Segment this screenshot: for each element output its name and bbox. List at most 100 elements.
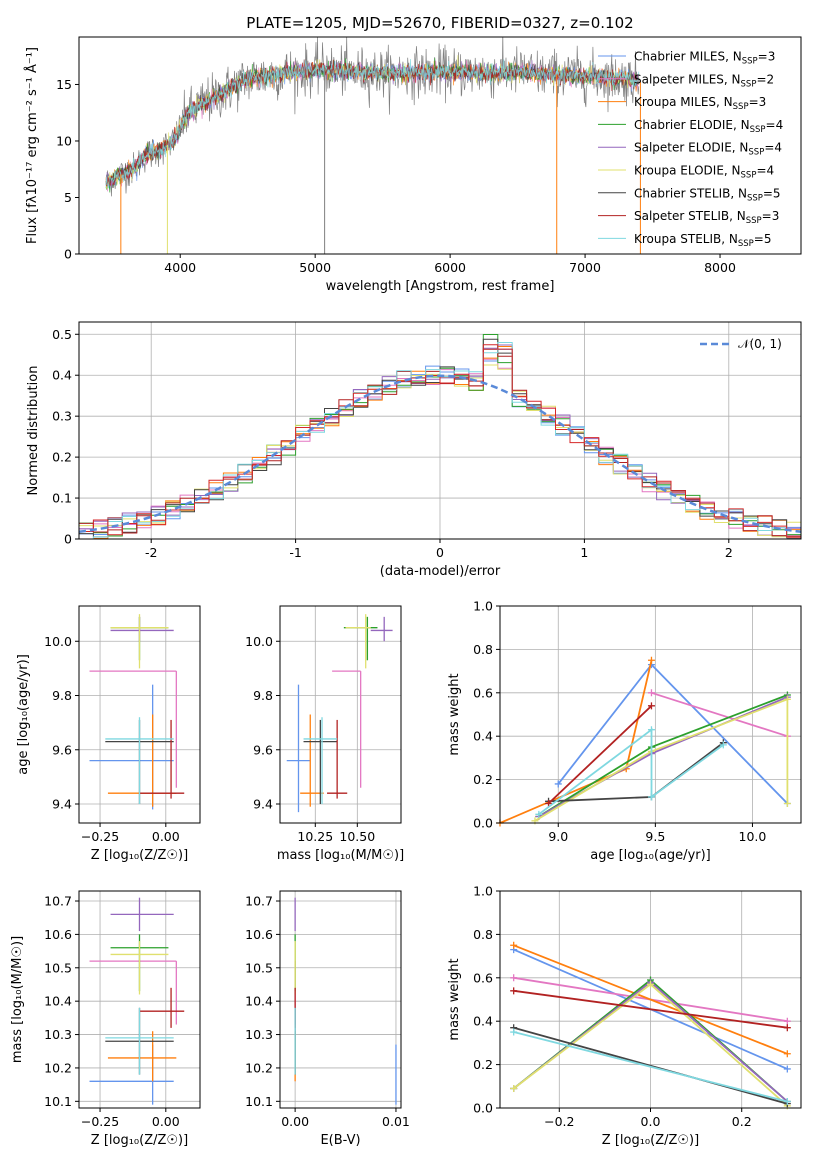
axes-frame (279, 605, 402, 824)
x-tick-label: 10.0 (739, 829, 767, 844)
weight-marker (545, 799, 553, 807)
y-tick-label: 1.0 (473, 884, 493, 899)
x-axis-label: wavelength [Angstrom, rest frame] (326, 279, 555, 294)
x-axis-label: (data-model)/error (380, 564, 501, 579)
weight-marker (554, 780, 562, 788)
x-tick-label: 0.00 (152, 829, 180, 844)
x-tick-label: 5000 (299, 260, 331, 275)
weight-marker (647, 689, 655, 697)
x-tick-label: 0.0 (641, 1114, 661, 1129)
legend-entry: Kroupa STELIB, NSSP=5 (634, 232, 772, 249)
weight-marker (510, 1028, 518, 1036)
weight_vs_Z-series (510, 941, 791, 1110)
weight_vs_Z-frame: −0.2 0.0 0.2 0.0 0.2 0.4 0.6 0.8 1.0 Z [log₁₀(Z/Z… (447, 884, 802, 1148)
weight-marker (510, 941, 518, 949)
weight-marker (510, 987, 518, 995)
legend-entry: Chabrier MILES, NSSP=3 (634, 50, 775, 67)
y-tick-label: 10.0 (44, 634, 72, 649)
y-tick-label: 10.0 (245, 634, 273, 649)
mass-EBV-points (294, 897, 397, 1105)
y-axis-label: age [log₁₀(age/yr)] (16, 654, 31, 775)
x-tick-label: 9.5 (645, 829, 665, 844)
mass_vs_EBV-frame: 0.00 0.01 10.1 10.2 10.3 10.4 10.5 10.6 10.7 E(B-… (245, 890, 410, 1148)
weight_vs_age-series (496, 656, 791, 827)
x-axis-label: Z [log₁₀(Z/Z☉)] (91, 848, 188, 863)
x-tick-label: 6000 (434, 260, 466, 275)
spectrum-frame: 4000 5000 6000 7000 8000 0 5 10 15 wavelength [An… (24, 36, 802, 294)
y-tick-label: 10.1 (44, 1094, 72, 1109)
y-tick-label: 9.6 (253, 742, 273, 757)
x-tick-label: 8000 (704, 260, 736, 275)
y-tick-label: 10.7 (245, 894, 273, 909)
x-tick-label: −0.2 (544, 1114, 574, 1129)
mass_vs_Z-frame: −0.25 0.00 10.1 10.2 10.3 10.4 10.5 10.6 10.7 Z [… (10, 890, 201, 1148)
y-tick-label: 10.2 (245, 1060, 273, 1075)
y-tick-label: 10.4 (44, 994, 72, 1009)
y-tick-label: 0 (64, 532, 72, 547)
y-tick-label: 10.5 (44, 960, 72, 975)
weight-line (513, 1031, 788, 1103)
legend-entry: 𝒩(0, 1) (738, 337, 782, 351)
weight-line (513, 944, 788, 1055)
y-tick-label: 0 (64, 247, 72, 262)
residuals-frame: -2 -1 0 1 2 0 0.1 0.2 0.3 0.4 0.5 (data-model)/erro… (26, 321, 802, 579)
age_vs_mass-axes (280, 606, 401, 823)
weight-line (534, 697, 789, 822)
x-tick-label: 4000 (164, 260, 196, 275)
x-tick-label: 1 (580, 545, 588, 560)
weight-marker (647, 793, 655, 801)
x-axis-label: Z [log₁₀(Z/Z☉)] (91, 1133, 188, 1148)
normal-reference-curve (79, 374, 801, 534)
x-tick-label: −0.25 (81, 1114, 119, 1129)
y-tick-label: 0.2 (52, 450, 72, 465)
y-axis-label: mass [log₁₀(M/M☉)] (10, 936, 25, 1063)
x-tick-label: 9.0 (548, 829, 568, 844)
weight-marker (647, 726, 655, 734)
y-tick-label: 0.3 (52, 409, 72, 424)
weight-line (513, 1026, 788, 1105)
y-tick-label: 10.7 (44, 894, 72, 909)
weight-marker (783, 1024, 791, 1032)
spectrum-lines (105, 37, 641, 254)
x-axis-label: age [log₁₀(age/yr)] (590, 848, 711, 863)
axes-frame (78, 605, 201, 824)
weight-marker (783, 1065, 791, 1073)
legend-entry: Kroupa ELODIE, NSSP=4 (634, 164, 774, 181)
weight-line (547, 705, 653, 805)
y-tick-label: 0.2 (473, 1057, 493, 1072)
y-axis-label: mass weight (447, 958, 462, 1040)
y-tick-label: 0.4 (52, 368, 72, 383)
age-mass-points (286, 614, 393, 813)
x-tick-label: 10.50 (339, 829, 375, 844)
model-spectrum (105, 58, 640, 189)
y-tick-label: 10.3 (44, 1027, 72, 1042)
weight_vs_age-frame: 9.0 9.5 10.0 0.0 0.2 0.4 0.6 0.8 1.0 age [log₁₀(a… (447, 599, 802, 863)
y-tick-label: 10.4 (245, 994, 273, 1009)
axes-frame (78, 890, 201, 1109)
mass-Z-points (89, 897, 185, 1105)
weight-marker (647, 702, 655, 710)
age_vs_mass-frame: 10.25 10.50 9.4 9.6 9.8 10.0 mass [log₁₀(M/M☉)… (245, 605, 404, 863)
x-tick-label: −0.25 (81, 829, 119, 844)
y-tick-label: 0.8 (473, 642, 493, 657)
y-tick-label: 0.8 (473, 927, 493, 942)
legend-entry: Chabrier ELODIE, NSSP=4 (634, 118, 783, 135)
y-axis-label: Flux [fλ10⁻¹⁷ erg cm⁻² s⁻¹ Å⁻¹] (24, 47, 40, 244)
y-tick-label: 0.4 (473, 729, 493, 744)
weight-marker (783, 1050, 791, 1058)
y-tick-label: 0.2 (473, 772, 493, 787)
weight-marker (647, 656, 655, 664)
y-tick-label: 0.6 (473, 685, 493, 700)
axes-frame (78, 36, 802, 255)
weight-marker (719, 741, 727, 749)
x-tick-label: 0.01 (382, 1114, 410, 1129)
x-tick-label: -2 (145, 545, 157, 560)
weight-marker (535, 810, 543, 818)
y-axis-label: Normed distribution (26, 366, 41, 496)
weight-marker (783, 799, 791, 807)
residuals-axes (79, 322, 801, 540)
y-tick-label: 9.8 (52, 688, 72, 703)
y-tick-label: 0.0 (473, 1101, 493, 1116)
y-tick-label: 10 (56, 133, 72, 148)
